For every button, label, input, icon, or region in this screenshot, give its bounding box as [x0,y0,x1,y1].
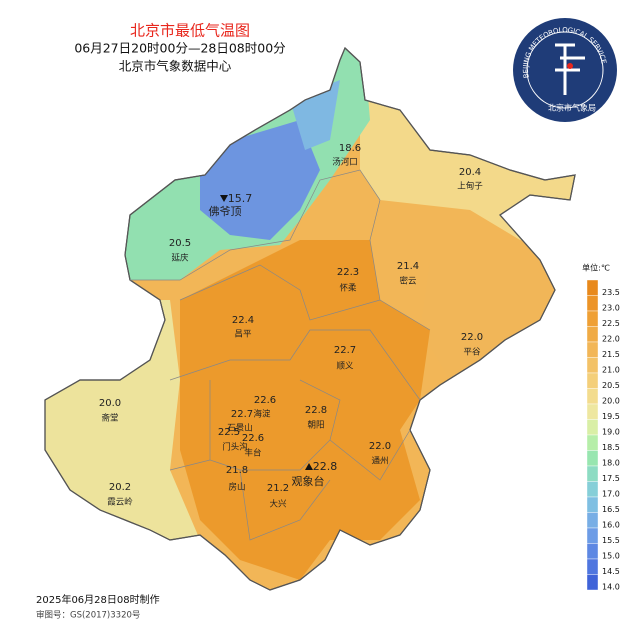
station-name: 上甸子 [457,181,483,192]
colorbar-box [586,295,599,312]
station-name: 顺义 [336,362,354,372]
station-value: 18.6 [339,143,361,154]
colorbar-box [586,341,599,358]
station-value: 20.2 [109,482,131,493]
colorbar-box [586,465,599,482]
station-name: 延庆 [171,253,189,264]
station-value: 22.0 [461,332,483,343]
colorbar-tick-label: 16.0 [602,520,620,529]
station-value: 20.0 [99,398,121,409]
colorbar: 单位:℃ 23.5 23.0 22.5 22.0 21.5 21.0 20.5 20.0 19.… [582,263,620,592]
made-time: 2025年06月28日08时制作 [36,593,160,606]
source: 北京市气象数据中心 [119,59,232,74]
colorbar-box [586,419,599,436]
colorbar-tick-label: 19.5 [602,412,620,421]
colorbar-box [586,310,599,327]
colorbar-tick-label: 16.5 [602,505,620,514]
colorbar-tick-label: 14.5 [602,567,620,576]
colorbar-tick-label: 21.5 [602,350,620,359]
station-name: 汤河口 [332,157,358,168]
station-value: 22.0 [369,441,391,452]
subtitle: 06月27日20时00分—28日08时00分 [74,41,285,56]
station-value: 21.2 [267,483,289,494]
colorbar-unit: 单位:℃ [582,263,610,273]
colorbar-box [586,357,599,374]
colorbar-tick-label: 21.0 [602,365,620,374]
colorbar-box [586,326,599,343]
station-name: 昌平 [234,330,252,340]
colorbar-tick-label: 17.0 [602,489,620,498]
colorbar-tick-label: 23.0 [602,303,620,312]
station-name: 平谷 [463,348,481,358]
colorbar-tick-label: 20.5 [602,381,620,390]
colorbar-tick-label: 23.5 [602,288,620,297]
colorbar-tick-label: 17.5 [602,474,620,483]
colorbar-tick-label: 22.5 [602,319,620,328]
colorbar-tick-label: 22.0 [602,334,620,343]
colorbar-tick-label: 18.5 [602,443,620,452]
station-value: 21.8 [226,465,248,476]
station-value: 22.6 [254,395,276,406]
colorbar-box [586,481,599,498]
station-value: 22.4 [232,315,254,326]
station-name: 怀柔 [339,283,357,294]
colorbar-box [586,434,599,451]
station-name: 霞云岭 [107,497,133,508]
colorbar-box [586,496,599,513]
colorbar-tick-label: 15.0 [602,551,620,560]
colorbar-box [586,403,599,420]
base-station-marker [305,463,313,470]
station-value: 15.7 [228,192,253,205]
logo-name: 北京市气象局 [548,103,596,113]
colorbar-box [586,574,599,591]
colorbar-tick-label: 15.5 [602,536,620,545]
station-name: 丰台 [244,448,261,459]
station-name: 观象台 [292,474,325,488]
logo: BEIJING METEOROLOGICAL SERVICE 北京市气象局 [513,18,617,122]
header: 北京市最低气温图 06月27日20时00分—28日08时00分 北京市气象数据中… [74,22,285,74]
colorbar-box [586,450,599,467]
title: 北京市最低气温图 [130,22,250,40]
station-name: 大兴 [269,499,287,510]
station-name: 佛爷顶 [209,204,242,218]
station-name: 门头沟 [222,442,248,453]
station-name: 密云 [399,276,417,287]
station-name: 通州 [371,456,388,467]
city-outline [44,46,576,591]
station-name: 海淀 [253,409,271,420]
station-name: 石景山 [227,423,253,434]
colorbar-tick-label: 18.0 [602,458,620,467]
colorbar-tick-label: 14.0 [602,582,620,591]
station-name: 斋堂 [101,413,118,424]
colorbar-box [586,543,599,560]
station-value: 22.6 [242,433,264,444]
station-value: 20.5 [169,238,191,249]
colorbar-tick-label: 19.0 [602,427,620,436]
colorbar-box [586,372,599,389]
station-value: 22.7 [231,409,253,420]
station-value: 22.7 [334,345,356,356]
colorbar-box [586,512,599,529]
district-borders [130,169,431,541]
min-marker [220,195,228,202]
station-value: 22.8 [305,405,327,416]
station-name: 朝阳 [307,421,324,431]
approval-number: 审图号：GS(2017)3320号 [36,610,140,621]
station-value: 22.8 [313,460,338,473]
colorbar-box [586,388,599,405]
station-value: 21.4 [397,261,419,272]
colorbar-box [586,279,599,296]
station-value: 22.3 [337,267,359,278]
colorbar-box [586,527,599,544]
station-value: 22.5 [218,427,240,438]
colorbar-tick-label: 20.0 [602,396,620,405]
station-value: 20.4 [459,167,481,178]
colorbar-box [586,558,599,575]
station-name: 房山 [228,482,245,493]
